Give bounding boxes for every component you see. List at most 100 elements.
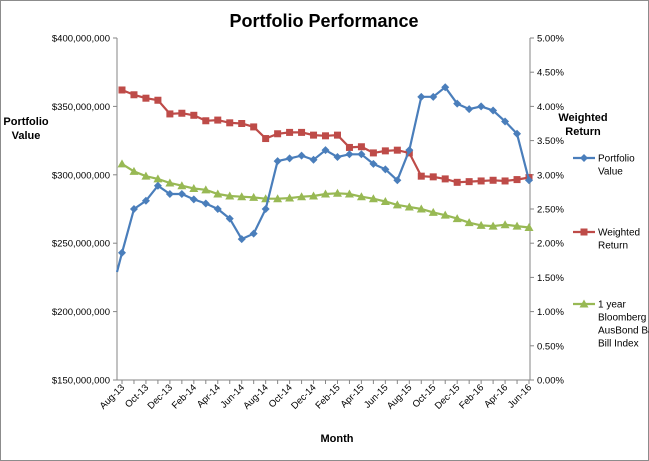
- data-point: [393, 176, 402, 185]
- data-point: [441, 83, 450, 92]
- data-point: [129, 205, 138, 213]
- data-point: [285, 193, 295, 202]
- legend-label: Weighted: [598, 228, 640, 239]
- data-point: [214, 116, 222, 124]
- data-point: [178, 109, 186, 117]
- legend-label: Value: [598, 167, 623, 178]
- y-left-tick-label: $150,000,000: [52, 376, 110, 387]
- data-point: [368, 194, 378, 203]
- y-axis-left-title-line-2: Value: [12, 130, 41, 142]
- x-tick-label: Dec-13: [146, 382, 175, 411]
- data-point: [501, 177, 509, 185]
- data-point: [165, 178, 175, 187]
- data-point: [356, 192, 366, 201]
- data-point: [202, 117, 210, 125]
- axes: $150,000,000 $200,000,000 $250,000,000 $300…: [52, 34, 565, 412]
- data-point: [250, 123, 258, 131]
- y-right-tick-label: 1.50%: [537, 273, 564, 284]
- data-point: [273, 194, 283, 203]
- data-point: [249, 229, 258, 238]
- data-point: [141, 196, 150, 205]
- data-point: [285, 154, 294, 163]
- y-right-tick-label: 1.00%: [537, 307, 564, 318]
- data-point: [465, 178, 473, 186]
- data-point: [153, 174, 163, 183]
- data-point: [118, 248, 126, 257]
- y-left-tick-label: $200,000,000: [52, 307, 110, 318]
- data-point: [477, 102, 486, 111]
- data-point: [262, 135, 270, 143]
- data-point: [452, 214, 462, 223]
- y-right-tick-label: 4.00%: [537, 102, 564, 113]
- series-layer: [115, 83, 534, 273]
- data-point: [298, 128, 306, 136]
- y-right-tick-label: 0.00%: [537, 376, 564, 387]
- y-right-tick-label: 0.50%: [537, 341, 564, 352]
- data-point: [429, 92, 438, 101]
- x-tick-label: Aug-15: [385, 382, 414, 411]
- legend-swatch-marker: [579, 299, 589, 308]
- data-point: [274, 130, 282, 138]
- y-right-tick-label: 3.50%: [537, 136, 564, 147]
- data-point: [333, 153, 342, 162]
- data-point: [344, 189, 354, 198]
- legend-label: Bill Index: [598, 339, 639, 350]
- data-point: [309, 155, 318, 164]
- y-left-tick-label: $400,000,000: [52, 34, 110, 45]
- data-point: [381, 165, 390, 174]
- chart-title: Portfolio Performance: [229, 11, 418, 31]
- data-point: [261, 205, 270, 213]
- data-point: [428, 207, 438, 216]
- x-tick-label: Apr-15: [339, 382, 367, 410]
- legend-swatch-marker: [580, 154, 588, 162]
- data-point: [345, 150, 354, 159]
- x-tick-label: Apr-14: [195, 382, 223, 410]
- data-point: [464, 218, 474, 227]
- y-axis-right-title-line-1: Weighted: [558, 112, 607, 124]
- data-point: [273, 157, 282, 166]
- data-point: [477, 177, 485, 185]
- data-point: [429, 173, 437, 181]
- y-axis-right-title-line-2: Return: [565, 126, 601, 138]
- x-tick-label: Feb-15: [314, 382, 343, 411]
- data-point: [489, 176, 497, 184]
- data-point: [380, 196, 390, 205]
- x-tick-label: Jun-16: [506, 382, 534, 410]
- data-point: [201, 185, 211, 194]
- data-point: [213, 205, 222, 213]
- data-point: [357, 150, 366, 159]
- data-point: [488, 221, 498, 230]
- data-point: [332, 188, 342, 197]
- data-point: [369, 159, 378, 168]
- legend-label: Portfolio: [598, 154, 635, 165]
- data-point: [226, 119, 234, 127]
- data-point: [237, 235, 246, 244]
- y-left-tick-label: $250,000,000: [52, 239, 110, 250]
- y-right-tick-label: 2.50%: [537, 205, 564, 216]
- legend-item: Portfolio Value: [573, 154, 635, 178]
- data-point: [440, 210, 450, 219]
- data-point: [309, 191, 319, 200]
- data-point: [417, 92, 426, 101]
- data-point: [297, 151, 306, 160]
- data-point: [333, 131, 341, 139]
- series-0: [115, 83, 534, 273]
- legend: Portfolio Value Weighted Return 1 year Bloomb…: [573, 154, 649, 350]
- data-point: [381, 147, 389, 155]
- legend-label: AusBond Bank: [598, 326, 649, 337]
- data-point: [453, 99, 462, 108]
- data-point: [117, 159, 127, 168]
- data-point: [238, 120, 246, 127]
- legend-label: 1 year: [598, 300, 626, 311]
- data-point: [154, 96, 162, 104]
- data-point: [237, 192, 247, 201]
- data-point: [141, 171, 151, 180]
- y-left-tick-label: $350,000,000: [52, 102, 110, 113]
- data-point: [369, 149, 377, 157]
- data-point: [166, 110, 174, 118]
- data-point: [189, 195, 198, 204]
- data-point: [142, 94, 150, 102]
- y-right-tick-label: 4.50%: [537, 68, 564, 79]
